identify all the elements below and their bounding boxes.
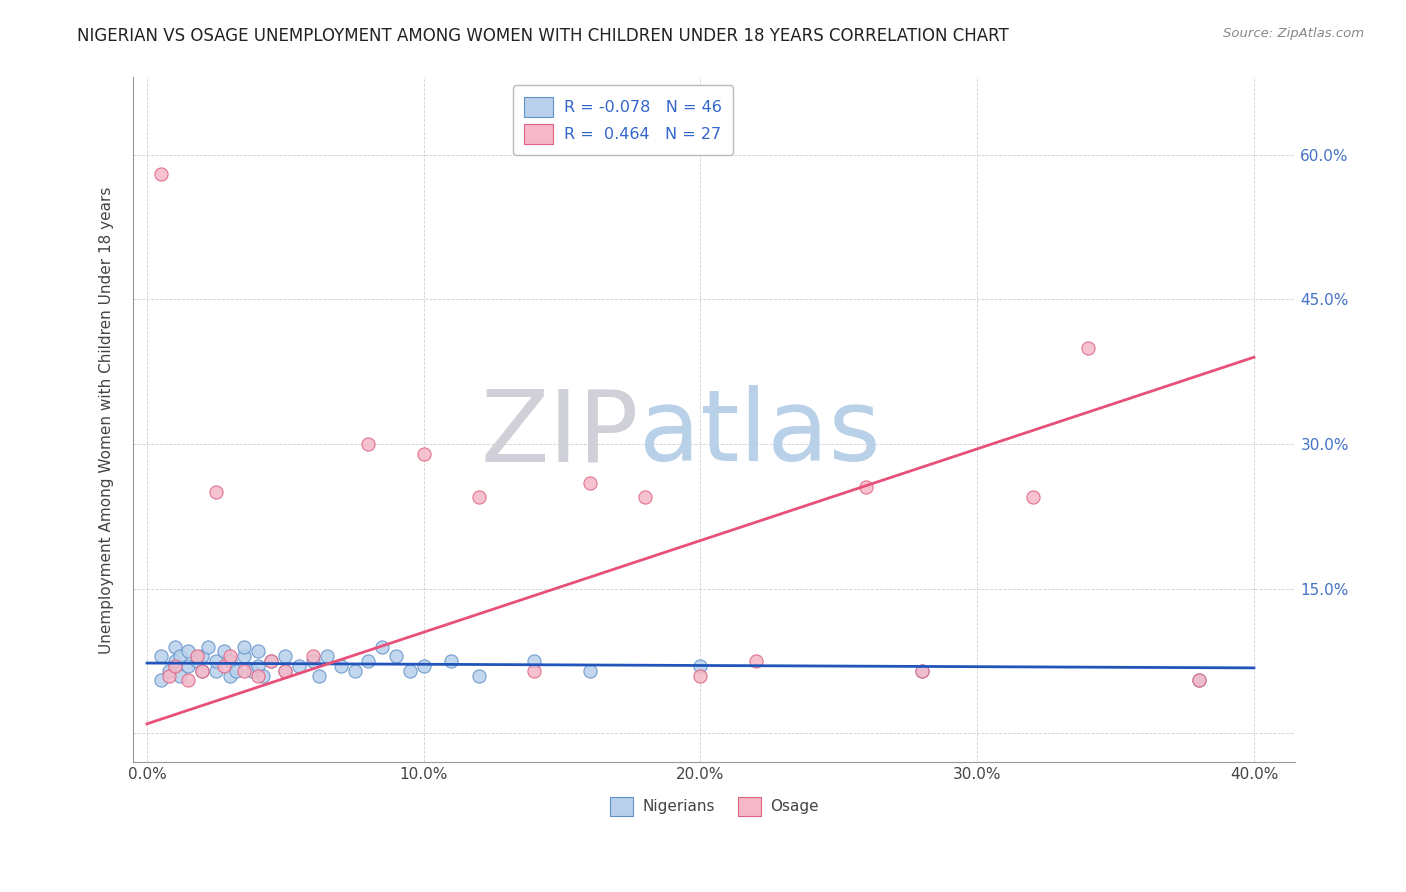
- Point: [371, 640, 394, 654]
- Point: [412, 659, 434, 673]
- Point: [169, 649, 191, 664]
- Point: [911, 664, 934, 678]
- Point: [523, 664, 546, 678]
- Point: [252, 668, 274, 682]
- Point: [399, 664, 422, 678]
- Point: [689, 659, 711, 673]
- Text: ZIP: ZIP: [481, 385, 638, 483]
- Point: [232, 649, 254, 664]
- Point: [246, 659, 269, 673]
- Point: [302, 649, 325, 664]
- Point: [149, 673, 172, 688]
- Point: [308, 668, 330, 682]
- Point: [177, 673, 200, 688]
- Text: NIGERIAN VS OSAGE UNEMPLOYMENT AMONG WOMEN WITH CHILDREN UNDER 18 YEARS CORRELAT: NIGERIAN VS OSAGE UNEMPLOYMENT AMONG WOM…: [77, 27, 1010, 45]
- Point: [385, 649, 408, 664]
- Point: [214, 644, 236, 658]
- Y-axis label: Unemployment Among Women with Children Under 18 years: Unemployment Among Women with Children U…: [100, 186, 114, 654]
- Point: [745, 654, 768, 668]
- Point: [634, 490, 657, 504]
- Point: [205, 664, 228, 678]
- Point: [1187, 673, 1209, 688]
- Point: [205, 485, 228, 500]
- Point: [689, 668, 711, 682]
- Point: [260, 654, 283, 668]
- Point: [578, 664, 600, 678]
- Point: [357, 437, 380, 451]
- Point: [186, 654, 208, 668]
- Point: [911, 664, 934, 678]
- Point: [232, 664, 254, 678]
- Point: [177, 659, 200, 673]
- Point: [191, 664, 214, 678]
- Point: [1021, 490, 1043, 504]
- Point: [315, 649, 337, 664]
- Point: [274, 664, 297, 678]
- Point: [163, 659, 186, 673]
- Point: [219, 649, 242, 664]
- Point: [246, 668, 269, 682]
- Point: [169, 668, 191, 682]
- Text: atlas: atlas: [638, 385, 880, 483]
- Point: [578, 475, 600, 490]
- Point: [302, 654, 325, 668]
- Point: [440, 654, 463, 668]
- Point: [219, 654, 242, 668]
- Point: [186, 649, 208, 664]
- Point: [219, 668, 242, 682]
- Point: [1077, 341, 1099, 355]
- Point: [357, 654, 380, 668]
- Point: [157, 664, 180, 678]
- Point: [163, 654, 186, 668]
- Point: [274, 664, 297, 678]
- Point: [205, 654, 228, 668]
- Point: [412, 447, 434, 461]
- Point: [157, 668, 180, 682]
- Point: [288, 659, 311, 673]
- Point: [855, 480, 877, 494]
- Point: [260, 654, 283, 668]
- Point: [240, 664, 263, 678]
- Point: [214, 659, 236, 673]
- Point: [232, 640, 254, 654]
- Point: [343, 664, 366, 678]
- Point: [191, 664, 214, 678]
- Point: [246, 644, 269, 658]
- Point: [523, 654, 546, 668]
- Point: [149, 167, 172, 181]
- Legend: Nigerians, Osage: Nigerians, Osage: [603, 789, 827, 823]
- Point: [149, 649, 172, 664]
- Point: [197, 640, 219, 654]
- Point: [468, 668, 491, 682]
- Point: [191, 649, 214, 664]
- Point: [225, 664, 247, 678]
- Text: Source: ZipAtlas.com: Source: ZipAtlas.com: [1223, 27, 1364, 40]
- Point: [163, 640, 186, 654]
- Point: [177, 644, 200, 658]
- Point: [468, 490, 491, 504]
- Point: [274, 649, 297, 664]
- Point: [329, 659, 352, 673]
- Point: [1187, 673, 1209, 688]
